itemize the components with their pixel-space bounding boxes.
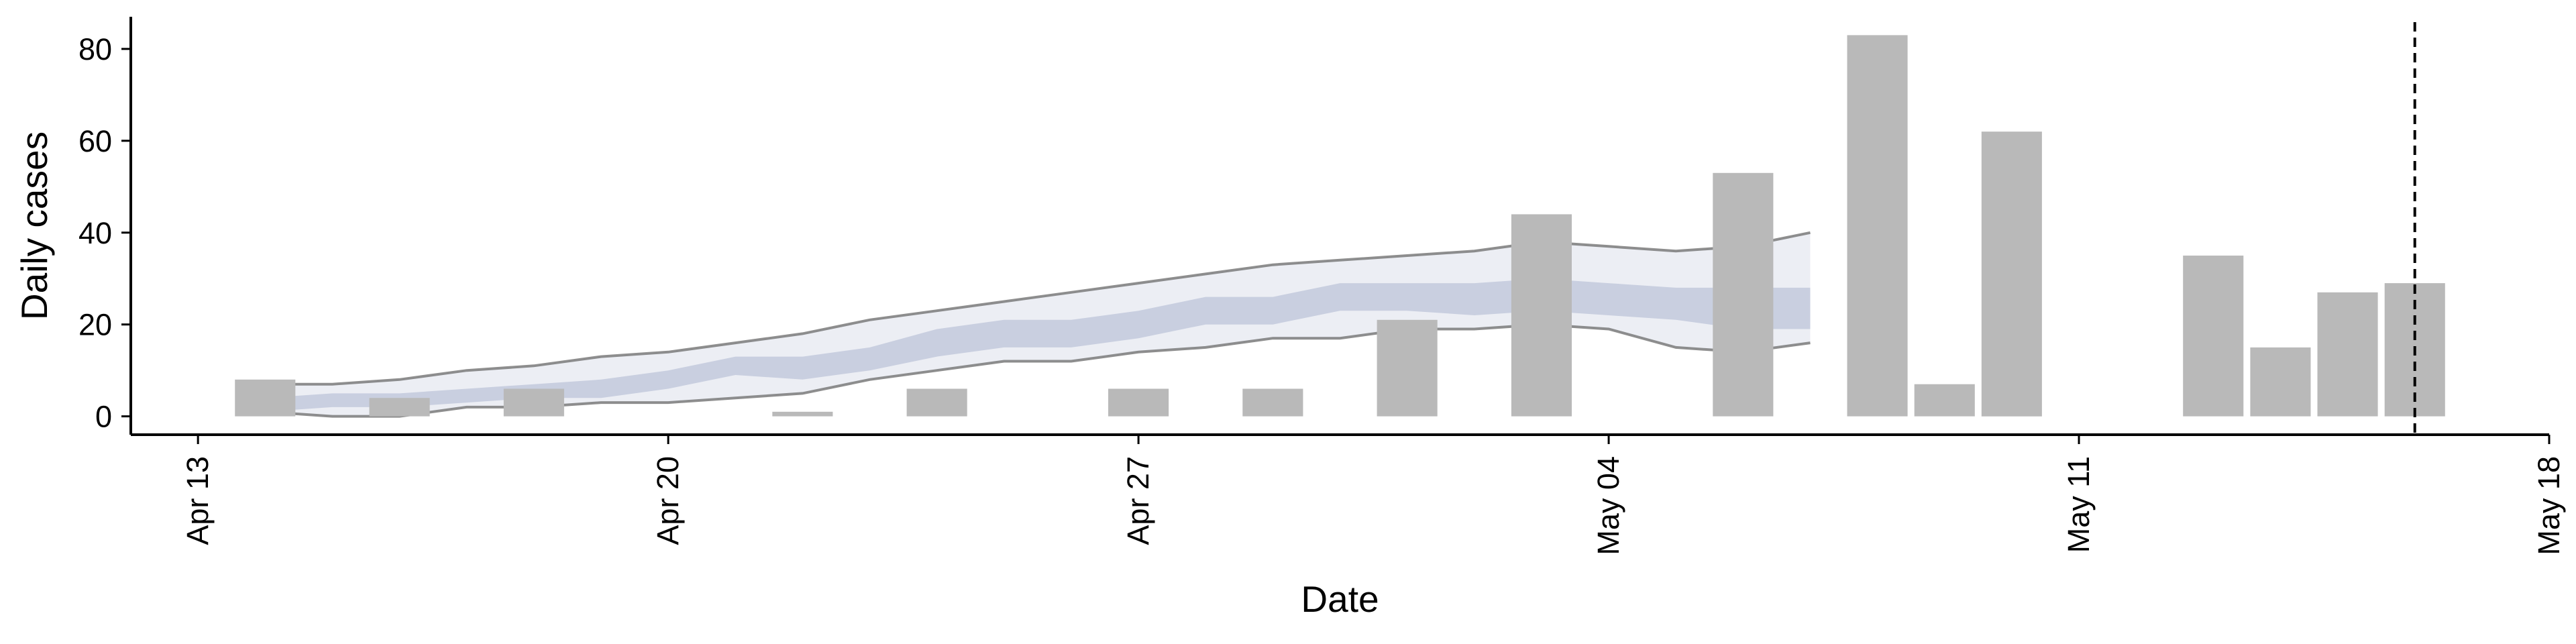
x-tick-label: May 04 <box>1591 456 1625 555</box>
y-tick-label: 20 <box>78 308 112 342</box>
x-tick-label: May 18 <box>2532 456 2566 555</box>
x-tick-label: Apr 20 <box>651 456 685 545</box>
bar <box>369 398 430 417</box>
bar <box>906 388 967 417</box>
bar <box>1914 384 1975 417</box>
axis-layer: 0 20 40 60 80 Apr 13 Apr 20 Apr 27 May 04 May 11 M… <box>78 17 2566 555</box>
bar <box>1377 319 1438 417</box>
bar <box>1847 35 1908 417</box>
x-axis-title: Date <box>1301 578 1379 620</box>
y-tick-label: 40 <box>78 216 112 250</box>
y-tick-label: 60 <box>78 124 112 158</box>
bar <box>1713 172 1774 417</box>
x-tick-label: May 11 <box>2061 456 2096 553</box>
bar <box>1511 214 1572 417</box>
bar <box>2250 347 2311 417</box>
bar <box>503 388 564 417</box>
bar <box>235 379 296 417</box>
bar <box>1108 388 1169 417</box>
inner-band-area <box>265 278 1811 412</box>
bar <box>2317 292 2378 417</box>
x-tick-label: Apr 13 <box>180 456 215 545</box>
bar-layer <box>235 35 2445 417</box>
y-axis-title: Daily cases <box>13 131 55 320</box>
bar <box>772 411 833 417</box>
bar <box>1242 388 1303 417</box>
bar <box>1981 131 2042 417</box>
projection-band-layer <box>265 231 1811 418</box>
x-tick-label: Apr 27 <box>1121 456 1155 545</box>
bar <box>2183 256 2244 417</box>
y-tick-label: 0 <box>95 400 112 434</box>
y-tick-label: 80 <box>78 32 112 66</box>
